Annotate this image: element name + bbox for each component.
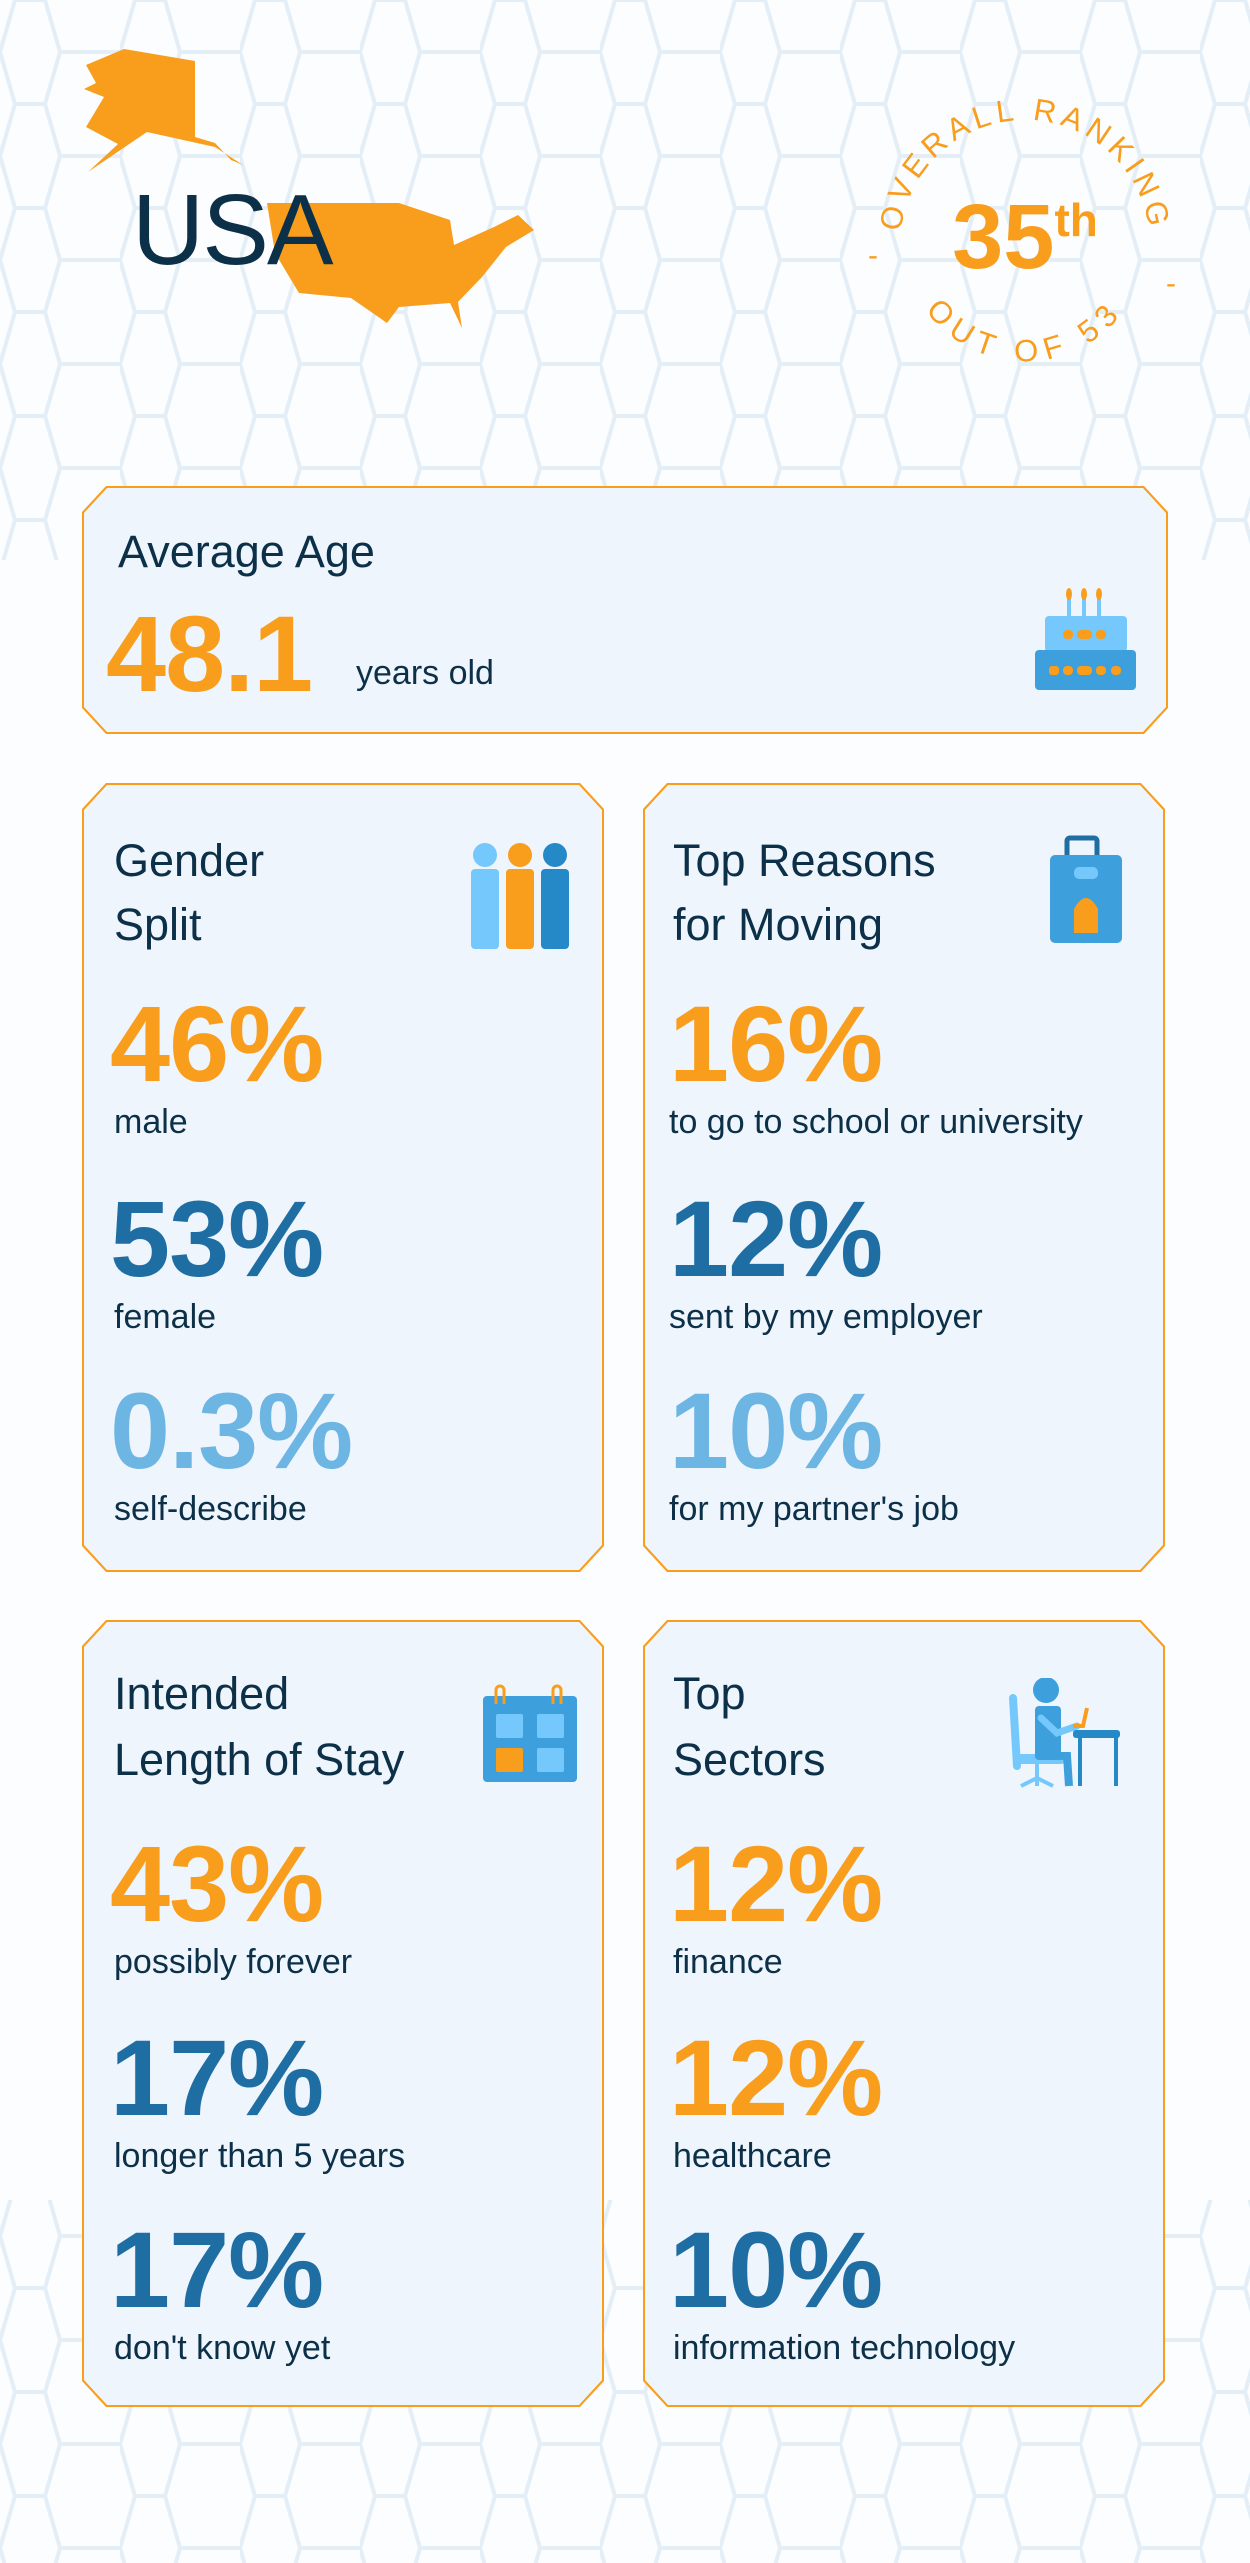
- usa-map-icon: [84, 49, 534, 328]
- top-sectors-card: Top Sectors 12% finance 12% healthcare 1…: [643, 1620, 1165, 2407]
- reason-1-label: to go to school or university: [669, 1103, 1083, 1141]
- stay-title-line2: Length of Stay: [114, 1734, 405, 1785]
- sector-1-label: finance: [673, 1943, 783, 1981]
- reason-3-label: for my partner's job: [669, 1490, 959, 1528]
- sector-2-label: healthcare: [673, 2137, 832, 2175]
- self-describe-label: self-describe: [114, 1490, 307, 1528]
- female-percent: 53%: [110, 1178, 324, 1299]
- people-icon: [468, 841, 578, 951]
- suitcase-icon: [1045, 835, 1125, 945]
- stay-3-label: don't know yet: [114, 2329, 331, 2367]
- gender-split-card: Gender Split 46% male 53% female 0.3% se…: [82, 783, 604, 1572]
- ranking-bottom-text: OUT OF 53: [920, 292, 1130, 369]
- ranking-badge: OVERALL RANKING OUT OF 53 - - 35th: [868, 92, 1176, 369]
- stay-title-line1: Intended: [114, 1668, 290, 1719]
- sectors-title-line2: Sectors: [673, 1734, 826, 1785]
- stay-2-percent: 17%: [110, 2017, 324, 2138]
- ranking-dash-right: -: [1166, 267, 1176, 300]
- reason-2-percent: 12%: [669, 1178, 883, 1299]
- male-percent: 46%: [110, 983, 324, 1104]
- length-of-stay-card: Intended Length of Stay 43% possibly for…: [82, 1620, 604, 2407]
- birthday-cake-icon: [1034, 586, 1139, 696]
- stay-3-percent: 17%: [110, 2209, 324, 2330]
- ranking-number: 35th: [952, 186, 1098, 288]
- male-label: male: [114, 1103, 188, 1141]
- sectors-title-line1: Top: [673, 1668, 746, 1719]
- office-worker-icon: [1007, 1678, 1122, 1788]
- stay-2-label: longer than 5 years: [114, 2137, 406, 2175]
- sector-2-percent: 12%: [669, 2017, 883, 2138]
- average-age-card: Average Age 48.1 years old: [82, 486, 1168, 734]
- ranking-dash-left: -: [868, 239, 878, 272]
- reason-1-percent: 16%: [669, 983, 883, 1104]
- reason-2-label: sent by my employer: [669, 1298, 983, 1336]
- gender-title-line2: Split: [114, 899, 202, 950]
- stay-1-label: possibly forever: [114, 1943, 353, 1981]
- gender-title-line1: Gender: [114, 835, 265, 886]
- reasons-title-line1: Top Reasons: [673, 835, 936, 886]
- reasons-card: Top Reasons for Moving 16% to go to scho…: [643, 783, 1165, 1572]
- reasons-title-line2: for Moving: [673, 899, 884, 950]
- sector-1-percent: 12%: [669, 1823, 883, 1944]
- stay-1-percent: 43%: [110, 1823, 324, 1944]
- self-describe-percent: 0.3%: [110, 1370, 353, 1491]
- calendar-icon: [480, 1684, 580, 1784]
- female-label: female: [114, 1298, 217, 1336]
- average-age-value: 48.1: [106, 593, 313, 714]
- reason-3-percent: 10%: [669, 1370, 883, 1491]
- average-age-unit: years old: [356, 654, 494, 692]
- country-title: USA: [132, 174, 334, 286]
- average-age-title: Average Age: [118, 526, 375, 577]
- sector-3-label: information technology: [673, 2329, 1016, 2367]
- sector-3-percent: 10%: [669, 2209, 883, 2330]
